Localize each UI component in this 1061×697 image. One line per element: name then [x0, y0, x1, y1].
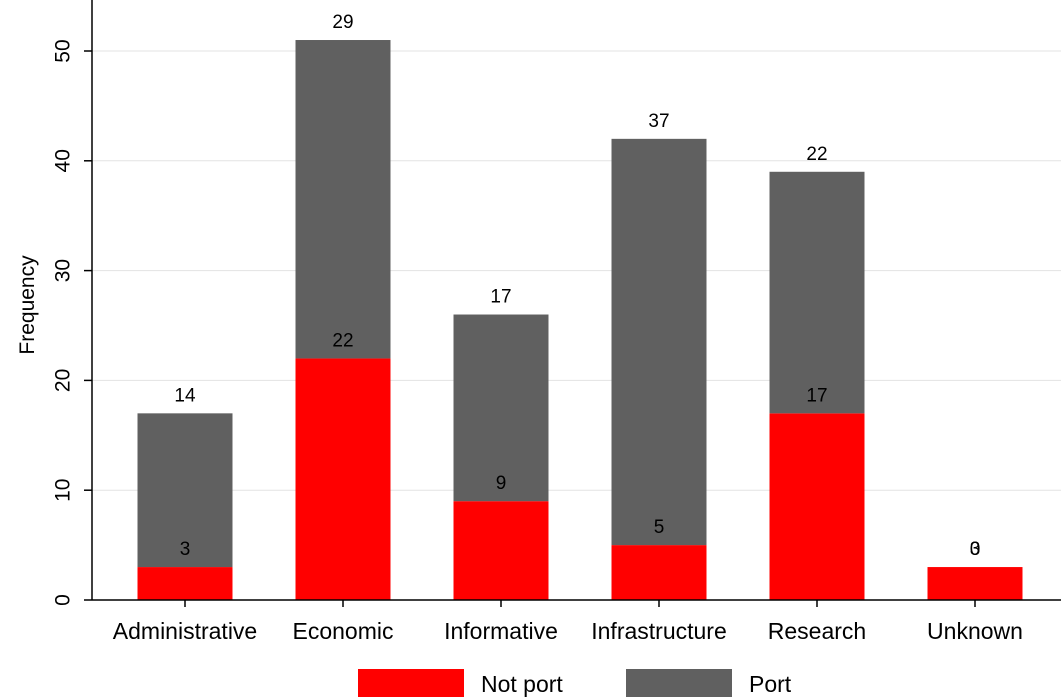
y-tick-label: 50: [52, 39, 75, 62]
x-tick-label-economic: Economic: [293, 618, 394, 644]
legend-swatch: [358, 669, 464, 697]
data-label-not-port: 5: [654, 517, 665, 538]
y-axis-title: Frequency: [16, 255, 39, 355]
bar-not-port-administrative: [137, 567, 233, 600]
y-tick-label: 30: [52, 259, 75, 282]
x-tick-labels: Administrative Economic Informative Infrast…: [113, 618, 1023, 644]
bar-port-economic: [295, 40, 391, 359]
data-label-not-port: 22: [332, 330, 353, 351]
data-label-not-port: 3: [180, 539, 191, 560]
bar-not-port-research: [769, 413, 865, 600]
x-tick-label-unknown: Unknown: [927, 618, 1023, 644]
data-label-port: 0: [970, 539, 981, 560]
y-tick-label: 40: [52, 149, 75, 172]
bar-port-research: [769, 171, 865, 414]
y-tick-labels: 0 10 20 30 40 50: [52, 39, 75, 606]
data-label-port: 37: [648, 111, 669, 132]
data-label-port: 22: [806, 144, 827, 165]
axes: [84, 0, 1061, 607]
bar-not-port-infrastructure: [611, 545, 707, 600]
y-tick-label: 0: [52, 594, 75, 606]
data-label-not-port: 9: [496, 473, 507, 494]
grid-lines: [92, 50, 1061, 491]
y-tick-label: 20: [52, 369, 75, 392]
legend-label: Not port: [481, 671, 563, 697]
bar-not-port-unknown: [927, 567, 1023, 600]
bar-port-infrastructure: [611, 138, 707, 546]
legend-swatch: [626, 669, 732, 697]
bar-not-port-informative: [453, 501, 549, 600]
x-tick-label-administrative: Administrative: [113, 618, 257, 644]
x-tick-label-research: Research: [768, 618, 866, 644]
data-label-not-port: 17: [806, 385, 827, 406]
legend-label: Port: [749, 671, 792, 697]
x-tick-label-infrastructure: Infrastructure: [591, 618, 727, 644]
x-tick-label-informative: Informative: [444, 618, 558, 644]
data-label-port: 14: [174, 385, 196, 406]
bars: [137, 40, 1023, 600]
y-tick-label: 10: [52, 479, 75, 502]
data-label-port: 29: [332, 12, 353, 33]
legend: Not port Port: [358, 669, 792, 697]
bar-port-informative: [453, 314, 549, 502]
bar-not-port-economic: [295, 358, 391, 600]
data-label-not-port: 3: [970, 539, 981, 560]
bar-port-administrative: [137, 413, 233, 568]
data-label-port: 17: [490, 287, 511, 308]
